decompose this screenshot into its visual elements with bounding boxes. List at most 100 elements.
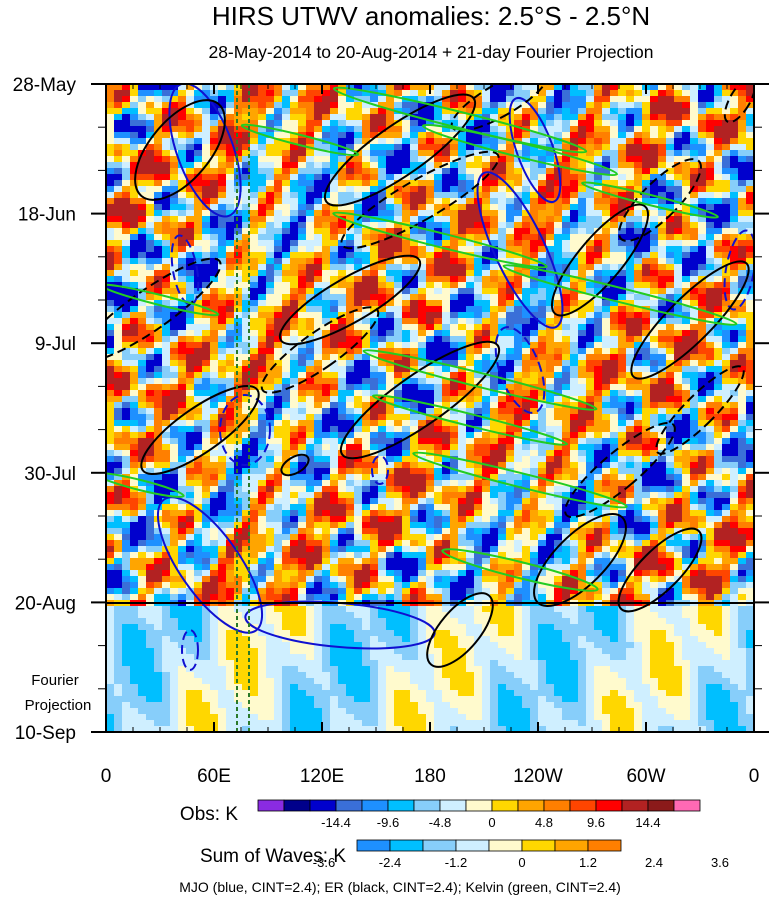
field-cell bbox=[426, 276, 435, 283]
field-cell bbox=[482, 162, 491, 169]
field-cell bbox=[338, 414, 347, 421]
field-cell bbox=[418, 90, 427, 97]
field-cell bbox=[730, 390, 739, 397]
field-cell bbox=[730, 246, 739, 253]
field-cell bbox=[698, 180, 707, 187]
field-cell bbox=[738, 330, 747, 337]
field-cell bbox=[130, 156, 139, 163]
field-cell bbox=[378, 252, 387, 259]
field-cell bbox=[722, 438, 731, 445]
field-cell bbox=[698, 174, 707, 181]
field-cell bbox=[682, 342, 691, 349]
field-cell bbox=[322, 252, 331, 259]
field-cell bbox=[282, 276, 291, 283]
field-cell bbox=[250, 240, 259, 247]
field-cell bbox=[562, 156, 571, 163]
field-cell bbox=[370, 162, 379, 169]
field-cell bbox=[714, 222, 723, 229]
field-cell bbox=[714, 120, 723, 127]
field-cell bbox=[178, 408, 187, 415]
field-cell bbox=[682, 360, 691, 367]
field-cell bbox=[522, 414, 531, 421]
field-cell bbox=[266, 360, 275, 367]
field-cell bbox=[706, 90, 715, 97]
field-cell bbox=[698, 438, 707, 445]
field-cell bbox=[218, 150, 227, 157]
field-cell bbox=[634, 342, 643, 349]
field-cell bbox=[706, 276, 715, 283]
field-cell bbox=[194, 390, 203, 397]
field-cell bbox=[306, 120, 315, 127]
field-cell bbox=[386, 198, 395, 205]
field-cell bbox=[234, 294, 243, 301]
field-cell bbox=[714, 114, 723, 121]
field-cell bbox=[106, 438, 115, 445]
field-cell bbox=[666, 174, 675, 181]
field-cell bbox=[746, 342, 754, 349]
field-cell bbox=[434, 432, 443, 439]
field-cell bbox=[258, 192, 267, 199]
field-cell bbox=[610, 210, 619, 217]
field-cell bbox=[282, 162, 291, 169]
field-cell bbox=[266, 240, 275, 247]
field-cell bbox=[466, 414, 475, 421]
field-cell bbox=[330, 258, 339, 265]
field-cell bbox=[546, 156, 555, 163]
field-cell bbox=[690, 162, 699, 169]
field-cell bbox=[650, 390, 659, 397]
field-cell bbox=[546, 360, 555, 367]
field-cell bbox=[242, 258, 251, 265]
field-cell bbox=[442, 222, 451, 229]
field-cell bbox=[498, 408, 507, 415]
field-cell bbox=[426, 318, 435, 325]
field-cell bbox=[474, 426, 483, 433]
field-cell bbox=[594, 366, 603, 373]
field-cell bbox=[202, 234, 211, 241]
field-cell bbox=[402, 264, 411, 271]
field-cell bbox=[258, 234, 267, 241]
field-cell bbox=[122, 102, 131, 109]
field-cell bbox=[122, 408, 131, 415]
field-cell bbox=[498, 264, 507, 271]
field-cell bbox=[434, 174, 443, 181]
field-cell bbox=[602, 366, 611, 373]
field-cell bbox=[554, 114, 563, 121]
field-cell bbox=[554, 384, 563, 391]
field-cell bbox=[418, 432, 427, 439]
field-cell bbox=[242, 324, 251, 331]
field-cell bbox=[122, 120, 131, 127]
field-cell bbox=[170, 120, 179, 127]
field-cell bbox=[226, 240, 235, 247]
field-cell bbox=[298, 264, 307, 271]
field-cell bbox=[706, 384, 715, 391]
field-cell bbox=[746, 120, 754, 127]
field-cell bbox=[730, 228, 739, 235]
field-cell bbox=[522, 114, 531, 121]
field-cell bbox=[186, 396, 195, 403]
field-cell bbox=[290, 438, 299, 445]
field-cell bbox=[578, 306, 587, 313]
field-cell bbox=[162, 288, 171, 295]
field-cell bbox=[570, 390, 579, 397]
field-cell bbox=[306, 162, 315, 169]
field-cell bbox=[282, 360, 291, 367]
field-cell bbox=[578, 84, 587, 91]
field-cell bbox=[146, 84, 155, 91]
field-cell bbox=[146, 312, 155, 319]
field-cell bbox=[722, 282, 731, 289]
field-cell bbox=[394, 132, 403, 139]
field-cell bbox=[722, 204, 731, 211]
field-cell bbox=[186, 288, 195, 295]
field-cell bbox=[618, 288, 627, 295]
field-cell bbox=[138, 198, 147, 205]
field-cell bbox=[282, 102, 291, 109]
field-cell bbox=[554, 330, 563, 337]
field-cell bbox=[698, 168, 707, 175]
field-cell bbox=[554, 336, 563, 343]
field-cell bbox=[650, 168, 659, 175]
field-cell bbox=[242, 432, 251, 439]
field-cell bbox=[114, 102, 123, 109]
field-cell bbox=[426, 270, 435, 277]
field-cell bbox=[602, 306, 611, 313]
field-cell bbox=[474, 318, 483, 325]
